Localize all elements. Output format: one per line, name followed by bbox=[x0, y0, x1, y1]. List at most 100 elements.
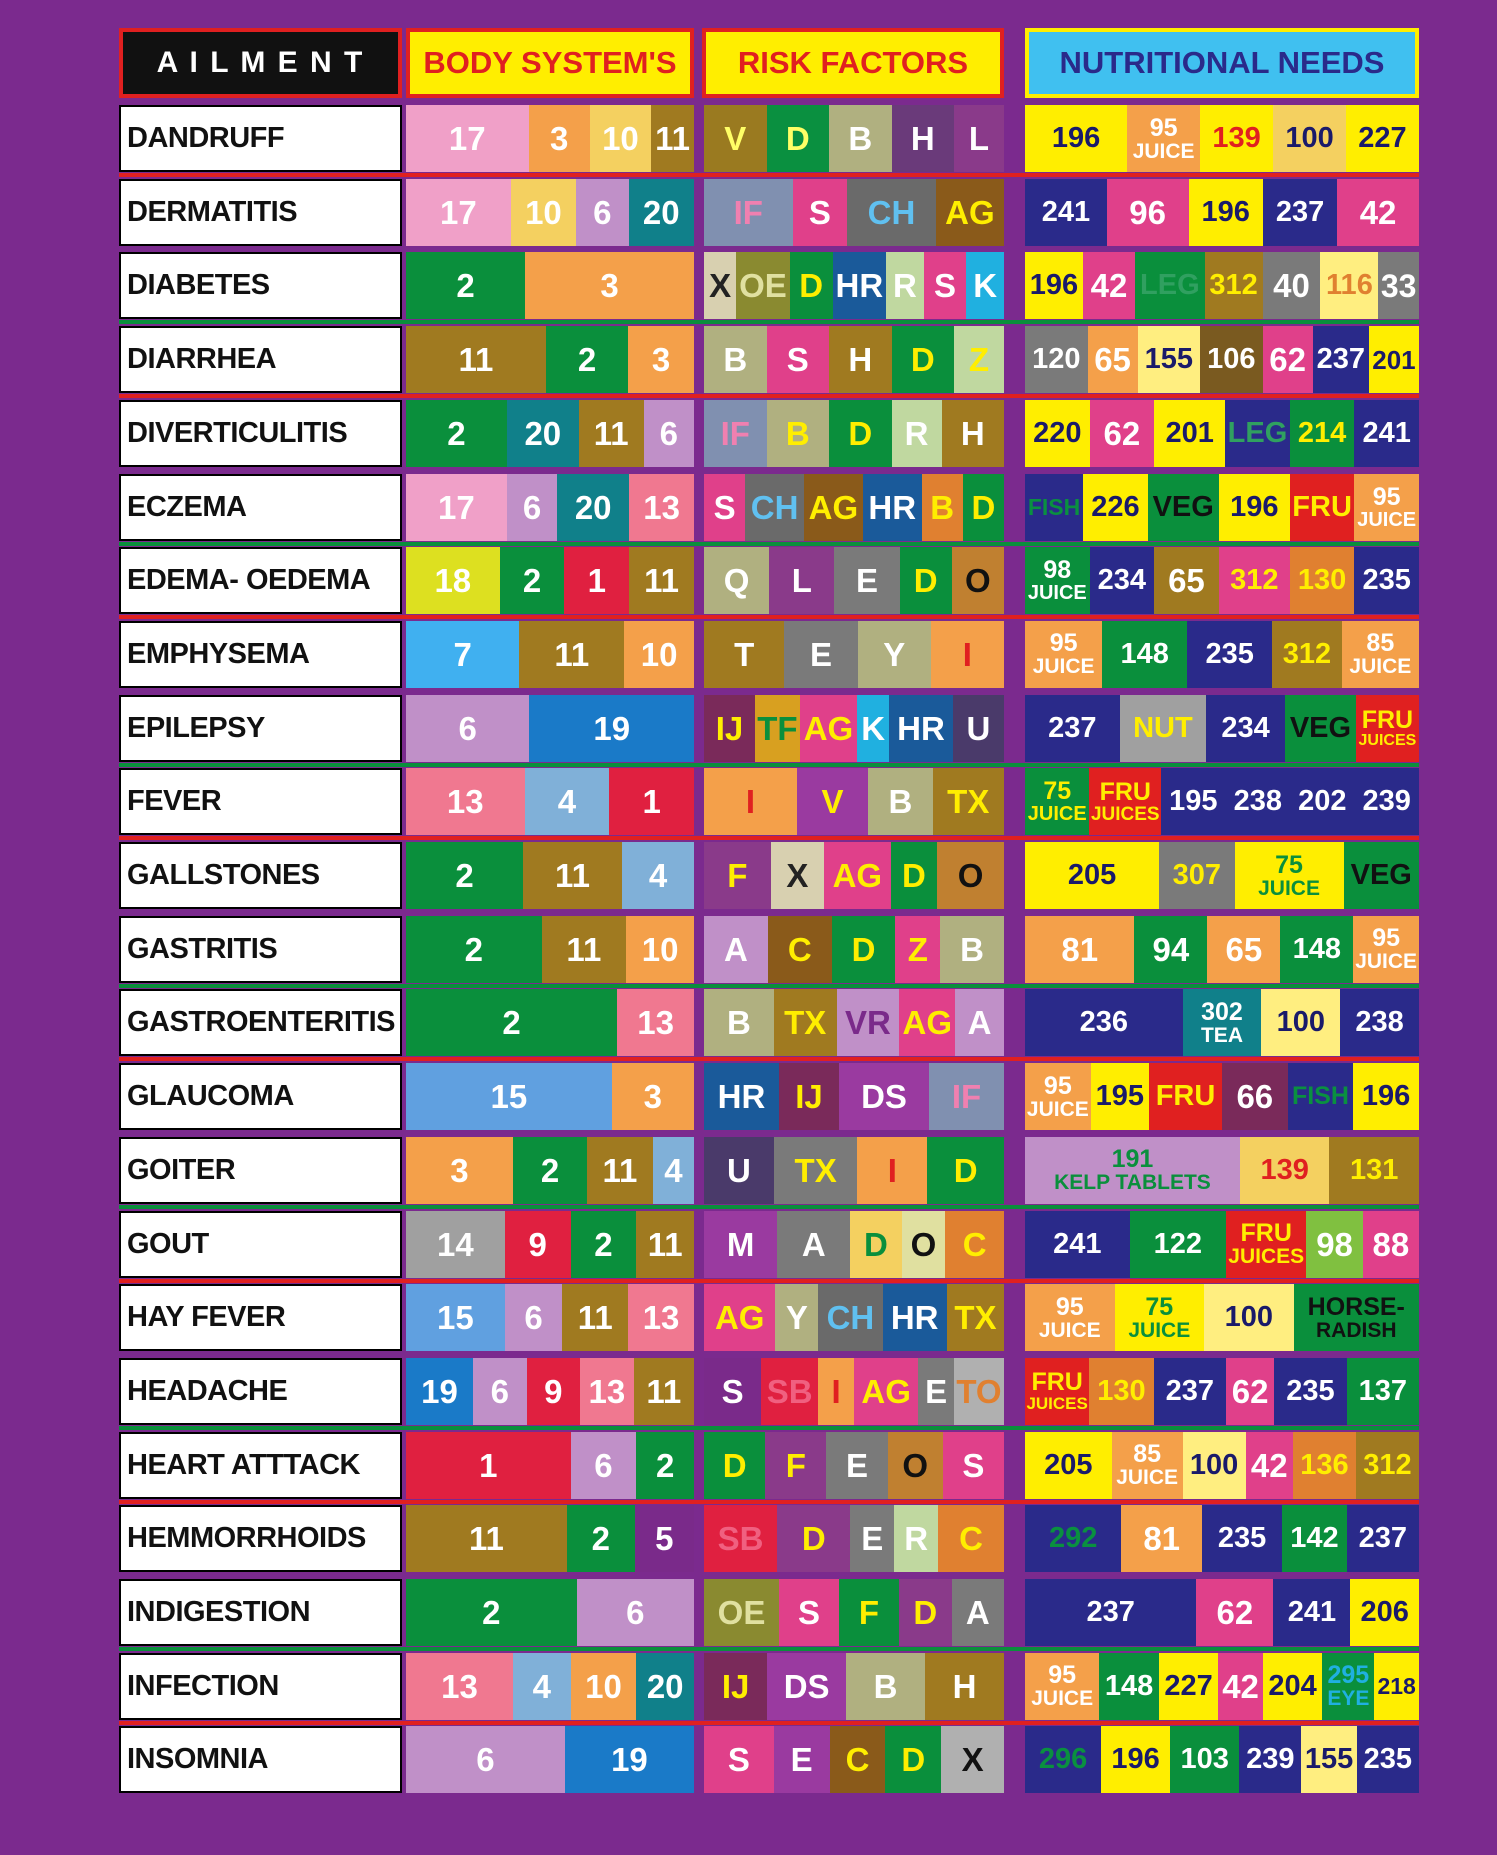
cell-text: 237 bbox=[1165, 1374, 1214, 1407]
cell-text: 10 bbox=[640, 635, 678, 673]
nutritional-need-cell: 96 bbox=[1106, 178, 1189, 246]
risk-factor-cell: HR bbox=[882, 1284, 947, 1352]
nutritional-need-cell: 237 bbox=[1312, 326, 1369, 394]
risk-factor-cell: TF bbox=[755, 694, 800, 762]
body-system-cell: 3 bbox=[528, 105, 590, 172]
cell-text: C bbox=[787, 930, 812, 968]
cell-text: 14 bbox=[437, 1225, 474, 1263]
ailment-row: DIVERTICULITIS 2 20 11 6 IF B D R H 220 62 201 LEG 214… bbox=[119, 399, 1419, 467]
nutritional-need-cell: 195 bbox=[1161, 768, 1226, 836]
cell-text: 196 bbox=[1029, 269, 1079, 302]
body-system-cell: 19 bbox=[529, 694, 694, 762]
cell-text: 201 bbox=[1372, 344, 1416, 375]
nutritional-need-cell: 155 bbox=[1301, 1726, 1357, 1794]
cell-text: 237 bbox=[1316, 343, 1365, 376]
cell-text: 2 bbox=[464, 930, 483, 968]
cell-text: 19 bbox=[593, 709, 631, 747]
cell-text: 15 bbox=[490, 1078, 528, 1116]
ailment-name: GOUT bbox=[119, 1210, 402, 1278]
row-separator bbox=[119, 910, 1419, 914]
cell-text: E bbox=[846, 1446, 869, 1484]
cell-text: RADISH bbox=[1316, 1318, 1397, 1342]
nutritional-need-group: 81 94 65 148 95 JUICE bbox=[1025, 915, 1419, 983]
nutritional-need-cell: 239 bbox=[1354, 768, 1419, 836]
row-separator bbox=[119, 836, 1419, 841]
body-system-group: 13 4 1 bbox=[406, 768, 694, 836]
body-system-cell: 2 bbox=[545, 326, 629, 394]
cell-text: FRU bbox=[1361, 705, 1414, 734]
risk-factor-cell: R bbox=[891, 399, 942, 467]
cell-text: 148 bbox=[1104, 1669, 1154, 1702]
cell-text: 235 bbox=[1362, 564, 1411, 597]
risk-factor-cell: H bbox=[925, 1652, 1004, 1720]
cell-text: LEG bbox=[1227, 416, 1288, 449]
body-system-cell: 2 bbox=[406, 915, 542, 983]
ailment-name: INDIGESTION bbox=[119, 1579, 402, 1646]
cell-text: FISH bbox=[1027, 493, 1081, 520]
nutritional-need-cell: 237 bbox=[1262, 178, 1338, 246]
risk-factor-cell: D bbox=[890, 842, 938, 909]
cell-text: O bbox=[910, 1225, 937, 1263]
cell-text: FRU bbox=[1240, 1219, 1292, 1247]
cell-text: 42 bbox=[1090, 267, 1128, 305]
cell-text: 13 bbox=[588, 1372, 626, 1410]
body-system-cell: 11 bbox=[651, 105, 694, 172]
risk-factor-cell: O bbox=[951, 547, 1004, 615]
cell-text: OE bbox=[739, 267, 787, 305]
nutritional-need-cell: 95 JUICE bbox=[1025, 1652, 1100, 1720]
nutritional-need-cell: 62 bbox=[1196, 1579, 1274, 1646]
body-system-cell: 18 bbox=[406, 547, 500, 615]
nutritional-need-group: 236 302 TEA 100 238 bbox=[1025, 989, 1419, 1057]
cell-text: K bbox=[861, 709, 886, 747]
body-system-cell: 7 bbox=[406, 620, 520, 688]
cell-text: 6 bbox=[659, 414, 678, 452]
cell-text: 7 bbox=[453, 635, 472, 673]
cell-text: AG bbox=[945, 193, 995, 231]
row-separator bbox=[119, 983, 1419, 988]
risk-factor-cell: D bbox=[766, 105, 829, 172]
nutritional-need-cell: 88 bbox=[1362, 1210, 1419, 1278]
body-system-cell: 2 bbox=[406, 399, 507, 467]
cell-text: C bbox=[845, 1741, 870, 1779]
ailment-row: GOUT 14 9 2 11 M A D O C 241 122 FRU JUICES 98 88 bbox=[119, 1210, 1419, 1278]
cell-text: 312 bbox=[1282, 637, 1332, 670]
nutritional-need-cell: 235 bbox=[1187, 620, 1273, 688]
nutritional-need-cell: 196 bbox=[1101, 1726, 1171, 1794]
body-system-cell: 13 bbox=[628, 1284, 694, 1352]
risk-factor-cell: O bbox=[887, 1431, 943, 1499]
cell-text: 196 bbox=[1051, 122, 1101, 154]
cell-text: 62 bbox=[1103, 414, 1141, 452]
risk-factor-cell: B bbox=[704, 989, 774, 1057]
cell-text: S bbox=[797, 1594, 820, 1631]
nutritional-need-cell: 312 bbox=[1218, 547, 1290, 615]
cell-text: CH bbox=[750, 488, 799, 526]
ailment-row: ECZEMA 17 6 20 13 S CH AG HR B D FISH 226 VEG 196 FRU 95… bbox=[119, 473, 1419, 541]
cell-text: 237 bbox=[1358, 1522, 1407, 1555]
cell-text: A bbox=[723, 930, 748, 968]
nutritional-need-group: 95 JUICE 148 227 42 204 295 EYE 218 bbox=[1025, 1652, 1419, 1720]
cell-text: 227 bbox=[1358, 122, 1407, 154]
risk-factor-cell: I bbox=[930, 620, 1004, 688]
risk-factor-cell: D bbox=[829, 399, 892, 467]
cell-text: 65 bbox=[1168, 562, 1205, 600]
cell-text: 241 bbox=[1362, 416, 1411, 449]
cell-text: 2 bbox=[540, 1151, 560, 1189]
risk-factor-cell: D bbox=[899, 547, 952, 615]
nutritional-need-cell: 42 bbox=[1245, 1431, 1293, 1499]
risk-factor-cell: AG bbox=[899, 989, 956, 1057]
cell-text: 95 bbox=[1049, 629, 1078, 658]
cell-text: E bbox=[861, 1520, 884, 1558]
risk-factor-cell: E bbox=[834, 547, 900, 615]
ailment-row: GOITER 3 2 11 4 U TX I D 191 KELP TABLETS 139 131 bbox=[119, 1136, 1419, 1204]
cell-text: 312 bbox=[1230, 564, 1279, 597]
body-system-cell: 19 bbox=[406, 1357, 473, 1425]
cell-text: V bbox=[724, 120, 747, 157]
nutritional-need-cell: 100 bbox=[1261, 989, 1341, 1057]
risk-factor-cell: D bbox=[885, 1726, 942, 1794]
body-system-cell: 2 bbox=[499, 547, 565, 615]
risk-factor-cell: B bbox=[829, 105, 892, 172]
nutritional-need-cell: 148 bbox=[1099, 1652, 1159, 1720]
risk-factor-cell: K bbox=[857, 694, 890, 762]
cell-text: AG bbox=[861, 1372, 911, 1410]
